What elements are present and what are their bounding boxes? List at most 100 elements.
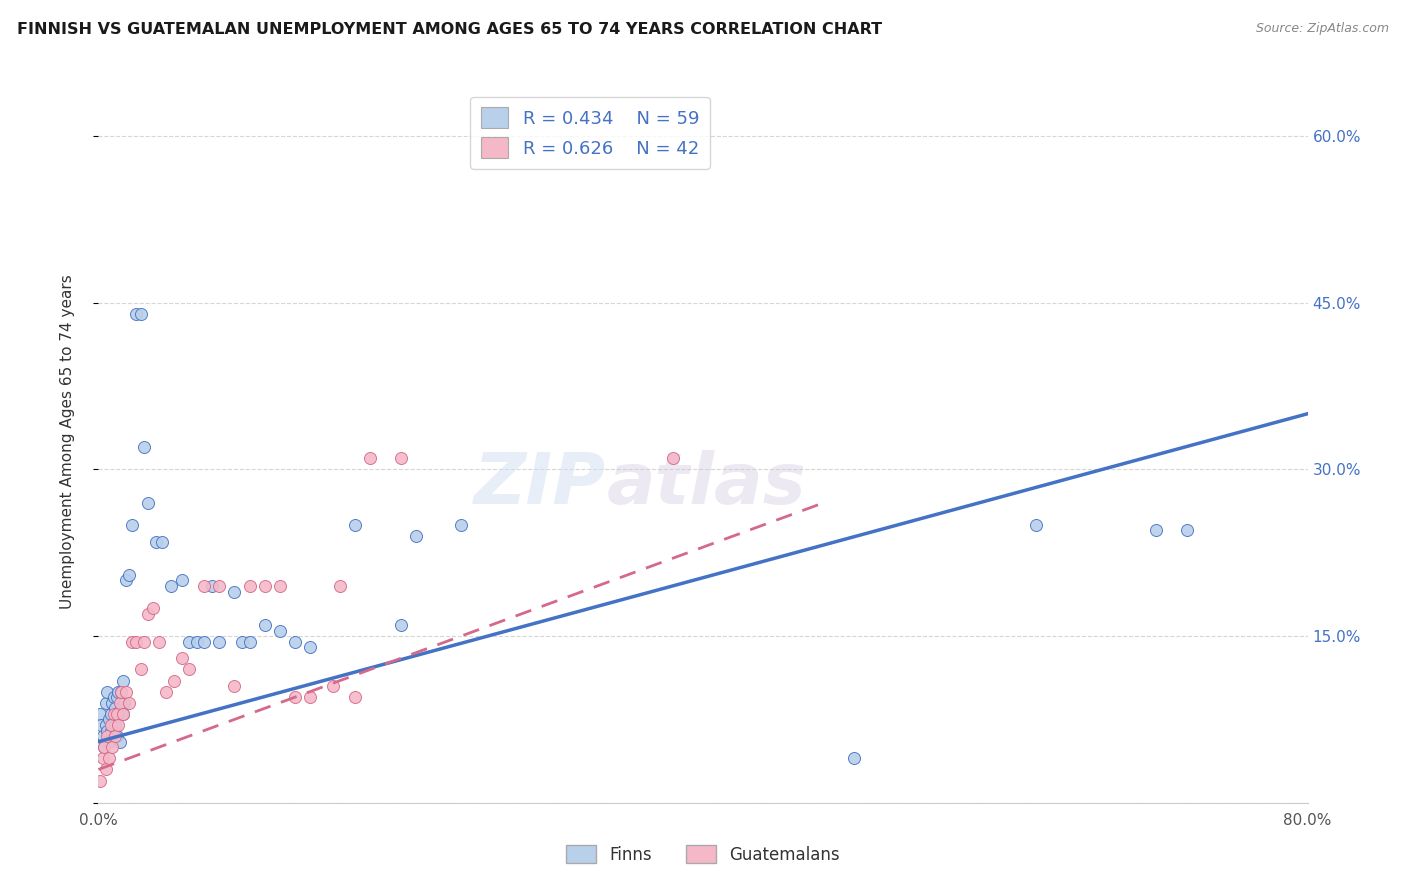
Point — [100, 723, 122, 738]
Point — [101, 740, 124, 755]
Point — [155, 684, 177, 698]
Point — [136, 607, 159, 621]
Point — [112, 696, 135, 710]
Point — [299, 690, 322, 705]
Point — [118, 696, 141, 710]
Point — [269, 624, 291, 638]
Point — [148, 634, 170, 648]
Point — [344, 690, 367, 705]
Point — [110, 684, 132, 698]
Point — [111, 673, 134, 688]
Point — [329, 579, 352, 593]
Point — [224, 679, 246, 693]
Point — [129, 662, 152, 676]
Point — [101, 718, 124, 732]
Point — [98, 751, 121, 765]
Point — [160, 579, 183, 593]
Point — [103, 729, 125, 743]
Point — [132, 440, 155, 454]
Point — [94, 696, 117, 710]
Point — [284, 690, 307, 705]
Point — [107, 684, 129, 698]
Point — [208, 634, 231, 648]
Point — [129, 307, 152, 321]
Point — [208, 579, 231, 593]
Point — [186, 634, 208, 648]
Point — [93, 740, 115, 755]
Point — [89, 706, 111, 721]
Point — [145, 534, 167, 549]
Point — [163, 673, 186, 688]
Point — [107, 718, 129, 732]
Point — [111, 706, 134, 721]
Point — [239, 634, 262, 648]
Point — [91, 729, 114, 743]
Point — [107, 706, 129, 721]
Text: Source: ZipAtlas.com: Source: ZipAtlas.com — [1256, 22, 1389, 36]
Point — [170, 651, 193, 665]
Legend: R = 0.434    N = 59, R = 0.626    N = 42: R = 0.434 N = 59, R = 0.626 N = 42 — [470, 96, 710, 169]
Point — [193, 579, 215, 593]
Point — [110, 684, 132, 698]
Point — [114, 684, 136, 698]
Point — [1175, 524, 1198, 538]
Point — [98, 734, 121, 748]
Point — [136, 496, 159, 510]
Point — [101, 696, 124, 710]
Point — [96, 723, 118, 738]
Point — [405, 529, 427, 543]
Point — [110, 701, 132, 715]
Point — [179, 662, 201, 676]
Point — [1024, 517, 1046, 532]
Point — [132, 634, 155, 648]
Point — [322, 679, 344, 693]
Point — [253, 579, 276, 593]
Point — [1144, 524, 1167, 538]
Point — [389, 451, 412, 466]
Point — [96, 729, 118, 743]
Point — [125, 634, 148, 648]
Point — [389, 618, 412, 632]
Point — [121, 517, 143, 532]
Point — [104, 729, 127, 743]
Point — [299, 640, 322, 655]
Point — [103, 706, 125, 721]
Point — [142, 601, 165, 615]
Point — [360, 451, 382, 466]
Point — [98, 713, 121, 727]
Point — [253, 618, 276, 632]
Point — [105, 690, 128, 705]
Legend: Finns, Guatemalans: Finns, Guatemalans — [560, 838, 846, 871]
Point — [111, 706, 134, 721]
Point — [125, 307, 148, 321]
Point — [179, 634, 201, 648]
Point — [661, 451, 683, 466]
Point — [93, 740, 115, 755]
Point — [89, 773, 111, 788]
Point — [104, 701, 127, 715]
Y-axis label: Unemployment Among Ages 65 to 74 years: Unemployment Among Ages 65 to 74 years — [60, 274, 75, 609]
Point — [201, 579, 224, 593]
Point — [114, 574, 136, 588]
Point — [239, 579, 262, 593]
Point — [105, 706, 128, 721]
Point — [108, 696, 131, 710]
Point — [100, 706, 122, 721]
Point — [104, 718, 127, 732]
Point — [170, 574, 193, 588]
Point — [103, 690, 125, 705]
Point — [90, 718, 112, 732]
Point — [284, 634, 307, 648]
Point — [94, 718, 117, 732]
Text: FINNISH VS GUATEMALAN UNEMPLOYMENT AMONG AGES 65 TO 74 YEARS CORRELATION CHART: FINNISH VS GUATEMALAN UNEMPLOYMENT AMONG… — [17, 22, 882, 37]
Point — [150, 534, 173, 549]
Point — [96, 684, 118, 698]
Point — [118, 568, 141, 582]
Point — [94, 763, 117, 777]
Point — [121, 634, 143, 648]
Point — [105, 729, 128, 743]
Text: ZIP: ZIP — [474, 450, 606, 519]
Point — [844, 751, 866, 765]
Point — [224, 584, 246, 599]
Point — [108, 734, 131, 748]
